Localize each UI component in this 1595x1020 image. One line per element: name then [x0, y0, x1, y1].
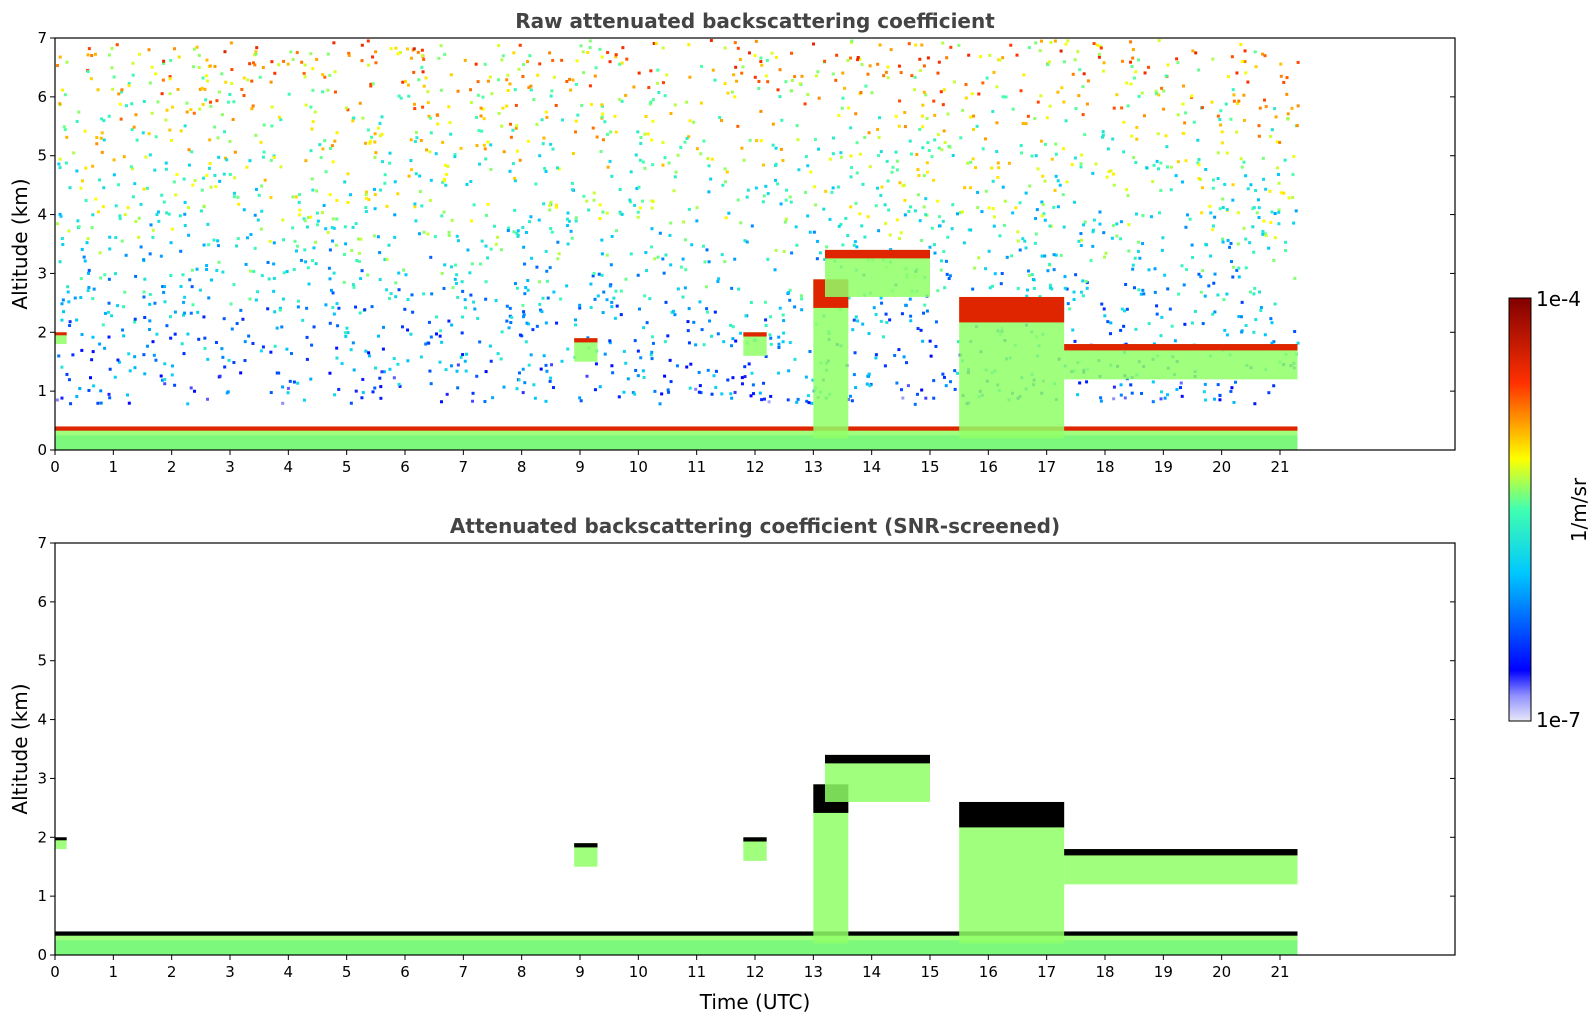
raw-noise-field — [55, 38, 1300, 406]
screened-feature-cloud-4 — [825, 754, 930, 802]
raw-feature-cloud-6 — [55, 332, 67, 345]
colorbar-min-label: 1e-7 — [1536, 708, 1581, 732]
raw-x-tick-label: 5 — [342, 458, 352, 476]
screened-axes-frame — [54, 542, 1456, 956]
raw-heatmap-area — [55, 38, 1300, 450]
screened-y-tick-label: 4 — [37, 711, 47, 729]
raw-y-tick-label: 0 — [37, 441, 47, 459]
raw-x-tick-label: 3 — [225, 458, 235, 476]
screened-x-tick-label: 3 — [225, 963, 235, 981]
raw-feature-cloud-1 — [813, 279, 849, 439]
raw-backscatter-panel: Raw attenuated backscattering coefficien… — [8, 9, 1456, 476]
screened-x-tick-label: 5 — [342, 963, 352, 981]
screened-x-tick-label: 8 — [517, 963, 527, 981]
raw-y-tick-label: 7 — [37, 29, 47, 47]
screened-x-tick-label: 9 — [575, 963, 585, 981]
raw-feature-cloud-5 — [1064, 344, 1298, 380]
screened-heatmap-area — [55, 754, 1298, 955]
raw-y-axis: 0 1 2 3 4 5 6 7 — [37, 29, 1455, 459]
raw-x-tick-label: 12 — [745, 458, 764, 476]
raw-x-tick-label: 17 — [1037, 458, 1056, 476]
screened-x-tick-label: 7 — [459, 963, 469, 981]
screened-feature-cloud-7 — [574, 843, 598, 867]
screened-x-tick-label: 14 — [862, 963, 881, 981]
screened-feature-cloud-6 — [55, 837, 67, 850]
raw-x-axis: 0 1 2 3 4 5 6 7 8 9 10 11 12 13 14 15 16 17 18 19 20 21 — [50, 450, 1290, 476]
screened-y-tick-label: 0 — [37, 946, 47, 964]
screened-y-tick-label: 1 — [37, 887, 47, 905]
screened-x-tick-label: 13 — [804, 963, 823, 981]
screened-feature-boundary-layer-0 — [55, 931, 1298, 955]
screened-y-tick-label: 5 — [37, 652, 47, 670]
raw-x-tick-label: 11 — [687, 458, 706, 476]
screened-x-axis: 0 1 2 3 4 5 6 7 8 9 10 11 12 13 14 15 16 17 18 19 20 21 — [50, 955, 1290, 981]
screened-x-tick-label: 1 — [109, 963, 119, 981]
screened-x-tick-label: 6 — [400, 963, 410, 981]
screened-backscatter-panel: Attenuated backscattering coefficient (S… — [8, 514, 1456, 1014]
raw-axes-frame — [54, 37, 1456, 451]
raw-x-tick-label: 10 — [629, 458, 648, 476]
screened-y-tick-label: 2 — [37, 828, 47, 846]
colorbar-max-label: 1e-4 — [1536, 287, 1581, 311]
raw-feature-cloud-3 — [743, 332, 767, 356]
raw-y-tick-label: 4 — [37, 206, 47, 224]
raw-x-tick-label: 21 — [1270, 458, 1289, 476]
colorbar-unit-label: 1/m/sr — [1567, 477, 1591, 542]
raw-x-tick-label: 19 — [1154, 458, 1173, 476]
raw-y-tick-label: 1 — [37, 382, 47, 400]
raw-feature-cloud-4 — [825, 249, 930, 297]
raw-x-tick-label: 14 — [862, 458, 881, 476]
raw-x-tick-label: 18 — [1095, 458, 1114, 476]
raw-feature-boundary-layer-0 — [55, 426, 1298, 450]
raw-x-tick-label: 2 — [167, 458, 177, 476]
screened-y-tick-label: 6 — [37, 593, 47, 611]
raw-x-tick-label: 15 — [920, 458, 939, 476]
screened-x-tick-label: 19 — [1154, 963, 1173, 981]
raw-x-tick-label: 9 — [575, 458, 585, 476]
raw-x-tick-label: 8 — [517, 458, 527, 476]
screened-x-tick-label: 20 — [1212, 963, 1231, 981]
screened-x-tick-label: 16 — [979, 963, 998, 981]
screened-x-tick-label: 15 — [920, 963, 939, 981]
screened-x-tick-label: 10 — [629, 963, 648, 981]
raw-x-tick-label: 6 — [400, 458, 410, 476]
screened-y-tick-label: 3 — [37, 769, 47, 787]
time-axis-label: Time (UTC) — [699, 990, 811, 1014]
screened-x-tick-label: 11 — [687, 963, 706, 981]
screened-x-tick-label: 17 — [1037, 963, 1056, 981]
raw-x-tick-label: 16 — [979, 458, 998, 476]
colorbar-gradient — [1508, 297, 1532, 722]
screened-y-tick-label: 7 — [37, 534, 47, 552]
raw-x-tick-label: 4 — [284, 458, 294, 476]
screened-panel-title: Attenuated backscattering coefficient (S… — [450, 514, 1060, 538]
screened-x-tick-label: 0 — [50, 963, 60, 981]
raw-y-tick-label: 2 — [37, 323, 47, 341]
raw-x-tick-label: 20 — [1212, 458, 1231, 476]
raw-x-tick-label: 13 — [804, 458, 823, 476]
raw-y-tick-label: 5 — [37, 147, 47, 165]
screened-x-tick-label: 12 — [745, 963, 764, 981]
raw-y-tick-label: 6 — [37, 88, 47, 106]
screened-feature-cloud-3 — [743, 837, 767, 861]
raw-x-tick-label: 7 — [459, 458, 469, 476]
screened-feature-cloud-1 — [813, 784, 849, 944]
screened-x-tick-label: 18 — [1095, 963, 1114, 981]
screened-x-tick-label: 21 — [1270, 963, 1289, 981]
screened-feature-cloud-5 — [1064, 849, 1298, 885]
raw-y-tick-label: 3 — [37, 264, 47, 282]
screened-x-tick-label: 4 — [284, 963, 294, 981]
screened-x-tick-label: 2 — [167, 963, 177, 981]
screened-y-axis: 0 1 2 3 4 5 6 7 — [37, 534, 1455, 964]
screened-y-axis-label: Altitude (km) — [8, 683, 32, 814]
raw-panel-title: Raw attenuated backscattering coefficien… — [515, 9, 995, 33]
raw-y-axis-label: Altitude (km) — [8, 178, 32, 309]
colorbar: 1e-4 1e-7 1/m/sr — [1508, 287, 1591, 732]
screened-feature-cloud-2 — [959, 801, 1065, 944]
raw-feature-cloud-7 — [574, 338, 598, 362]
raw-feature-cloud-2 — [959, 296, 1065, 439]
raw-x-tick-label: 1 — [109, 458, 119, 476]
raw-x-tick-label: 0 — [50, 458, 60, 476]
